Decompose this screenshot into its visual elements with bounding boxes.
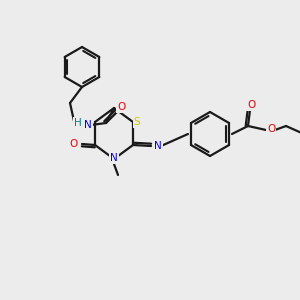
Text: S: S xyxy=(134,117,140,127)
Text: N: N xyxy=(84,120,92,130)
Text: O: O xyxy=(267,124,275,134)
Text: O: O xyxy=(117,102,125,112)
Text: N: N xyxy=(110,153,118,163)
Text: O: O xyxy=(247,100,255,110)
Text: N: N xyxy=(154,141,162,151)
Text: H: H xyxy=(74,118,82,128)
Text: O: O xyxy=(70,139,78,149)
